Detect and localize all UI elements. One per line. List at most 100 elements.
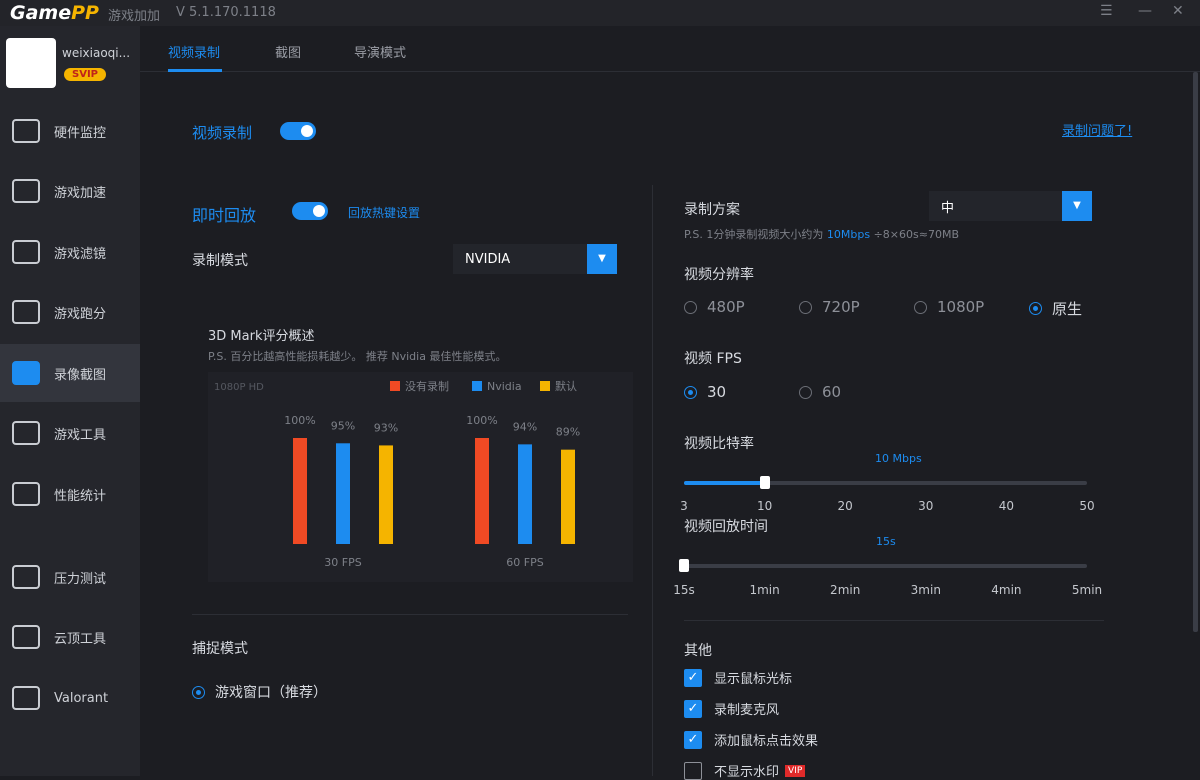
bitrate-tick: 3 (680, 499, 688, 513)
bitrate-slider[interactable] (684, 481, 1087, 485)
scrollbar[interactable] (1193, 72, 1198, 632)
checkbox-icon: ✓ (684, 668, 702, 687)
chart-corner-label: 1080P HD (214, 382, 264, 393)
record-mode-value: NVIDIA (465, 251, 511, 267)
avatar[interactable] (6, 38, 56, 88)
valorant-icon (12, 686, 40, 710)
sidebar-item-label: Valorant (54, 690, 109, 706)
app-logo: GamePP (10, 2, 99, 24)
sidebar-item-10[interactable]: Valorant (0, 669, 140, 727)
replay-time-slider[interactable] (684, 564, 1087, 568)
bitrate-value: 10 Mbps (875, 452, 922, 465)
chart-title: 3D Mark评分概述 (208, 329, 315, 344)
fps-30[interactable]: 30 (684, 383, 726, 401)
sidebar-item-8[interactable]: 压力测试 (0, 548, 140, 606)
replay-time-tick: 2min (830, 583, 861, 597)
sidebar-item-label: 游戏工具 (54, 427, 107, 443)
replay-time-label: 视频回放时间 (684, 519, 768, 535)
sidebar: weixiaoqi... SVIP 硬件监控游戏加速游戏滤镜游戏跑分录像截图游戏… (0, 26, 140, 776)
bar (475, 438, 489, 544)
other-option-checkbox[interactable]: ✓ 录制麦克风 (684, 699, 779, 718)
legend-swatch (390, 381, 400, 391)
replay-time-value: 15s (876, 535, 896, 548)
svip-badge: SVIP (64, 68, 106, 81)
chevron-down-icon: ▼ (587, 244, 617, 274)
minimize-icon[interactable]: — (1138, 3, 1152, 19)
column-divider (652, 185, 653, 776)
sidebar-item-3[interactable]: 游戏滤镜 (0, 223, 140, 281)
divider (684, 620, 1104, 621)
record-plan-note: P.S. 1分钟录制视频大小约为 10Mbps ÷8×60s≈70MB (684, 228, 959, 241)
help-link[interactable]: 录制问题了! (1062, 124, 1133, 139)
sidebar-item-label: 游戏跑分 (54, 306, 107, 322)
sidebar-item-label: 游戏滤镜 (54, 246, 107, 262)
option-label: 添加鼠标点击效果 (714, 734, 819, 749)
chart-note: P.S. 百分比越高性能损耗越少。 推荐 Nvidia 最佳性能模式。 (208, 350, 507, 363)
bitrate-tick: 40 (998, 499, 1015, 513)
other-option-checkbox[interactable]: ✓ 显示鼠标光标 (684, 668, 792, 687)
app-version: V 5.1.170.1118 (176, 5, 276, 20)
hardware-monitor-icon (12, 119, 40, 143)
video-record-toggle[interactable] (280, 122, 316, 140)
resolution-720p[interactable]: 720P (799, 298, 860, 316)
sidebar-item-2[interactable]: 游戏加速 (0, 162, 140, 220)
record-plan-select[interactable]: 中 ▼ (929, 191, 1092, 221)
bar (518, 444, 532, 544)
chevron-down-icon: ▼ (1062, 191, 1092, 221)
replay-settings-link[interactable]: 回放热键设置 (348, 206, 421, 220)
record-mode-label: 录制模式 (192, 253, 248, 269)
sidebar-item-label: 游戏加速 (54, 185, 107, 201)
menu-icon[interactable]: ☰ (1100, 3, 1113, 19)
capture-mode-radio[interactable]: 游戏窗口（推荐） (192, 682, 327, 702)
filter-icon (12, 240, 40, 264)
bitrate-label: 视频比特率 (684, 436, 754, 452)
sidebar-item-7[interactable]: 性能统计 (0, 465, 140, 523)
resolution-1080p[interactable]: 1080P (914, 298, 984, 316)
replay-time-tick: 5min (1071, 583, 1103, 597)
category-label: 60 FPS (506, 556, 543, 569)
sidebar-item-9[interactable]: 云顶工具 (0, 608, 140, 666)
bar-value-label: 94% (513, 420, 537, 433)
sidebar-item-label: 硬件监控 (54, 125, 107, 141)
record-plan-label: 录制方案 (684, 202, 740, 218)
bitrate-tick: 50 (1079, 499, 1095, 513)
option-label: 显示鼠标光标 (714, 672, 793, 687)
sidebar-item-1[interactable]: 硬件监控 (0, 102, 140, 160)
fps-60[interactable]: 60 (799, 383, 841, 401)
record-plan-value: 中 (941, 200, 955, 216)
resolution-native[interactable]: 原生 (1029, 298, 1082, 319)
instant-replay-toggle[interactable] (292, 202, 328, 220)
title-bar: GamePP 游戏加加 V 5.1.170.1118 ☰ — ✕ (0, 0, 1200, 26)
sidebar-item-5[interactable]: 录像截图 (0, 344, 140, 402)
close-icon[interactable]: ✕ (1172, 3, 1184, 19)
checkbox-icon: ✓ (684, 699, 702, 718)
bitrate-slider-handle[interactable] (759, 476, 770, 489)
tab-video-record[interactable]: 视频录制 (168, 46, 221, 61)
replay-time-slider-handle[interactable] (679, 559, 689, 572)
bar-value-label: 100% (284, 414, 315, 427)
other-option-checkbox[interactable]: ✓ 添加鼠标点击效果 (684, 730, 818, 749)
legend-label: 默认 (555, 380, 577, 393)
record-mode-select[interactable]: NVIDIA ▼ (453, 244, 617, 274)
sidebar-item-6[interactable]: 游戏工具 (0, 404, 140, 462)
username: weixiaoqi... (62, 46, 131, 60)
flask-icon (12, 565, 40, 589)
sidebar-item-4[interactable]: 游戏跑分 (0, 283, 140, 341)
fps-label: 视频 FPS (684, 351, 742, 367)
tab-screenshot[interactable]: 截图 (275, 46, 302, 61)
bar-value-label: 93% (374, 421, 398, 434)
video-record-label: 视频录制 (192, 124, 253, 142)
tft-icon (12, 625, 40, 649)
bitrate-tick: 30 (918, 499, 934, 513)
other-option-checkbox[interactable]: 不显示水印 VIP (684, 761, 806, 780)
sidebar-item-label: 压力测试 (54, 571, 107, 587)
tab-bar: 视频录制 截图 导演模式 (140, 26, 1200, 72)
resolution-label: 视频分辨率 (684, 267, 754, 283)
tab-director-mode[interactable]: 导演模式 (354, 46, 407, 61)
replay-time-tick: 15s (673, 583, 695, 597)
bar (293, 438, 307, 544)
bar (379, 445, 393, 544)
camera-icon (12, 361, 40, 385)
resolution-480p[interactable]: 480P (684, 298, 745, 316)
replay-time-tick: 1min (749, 583, 780, 597)
